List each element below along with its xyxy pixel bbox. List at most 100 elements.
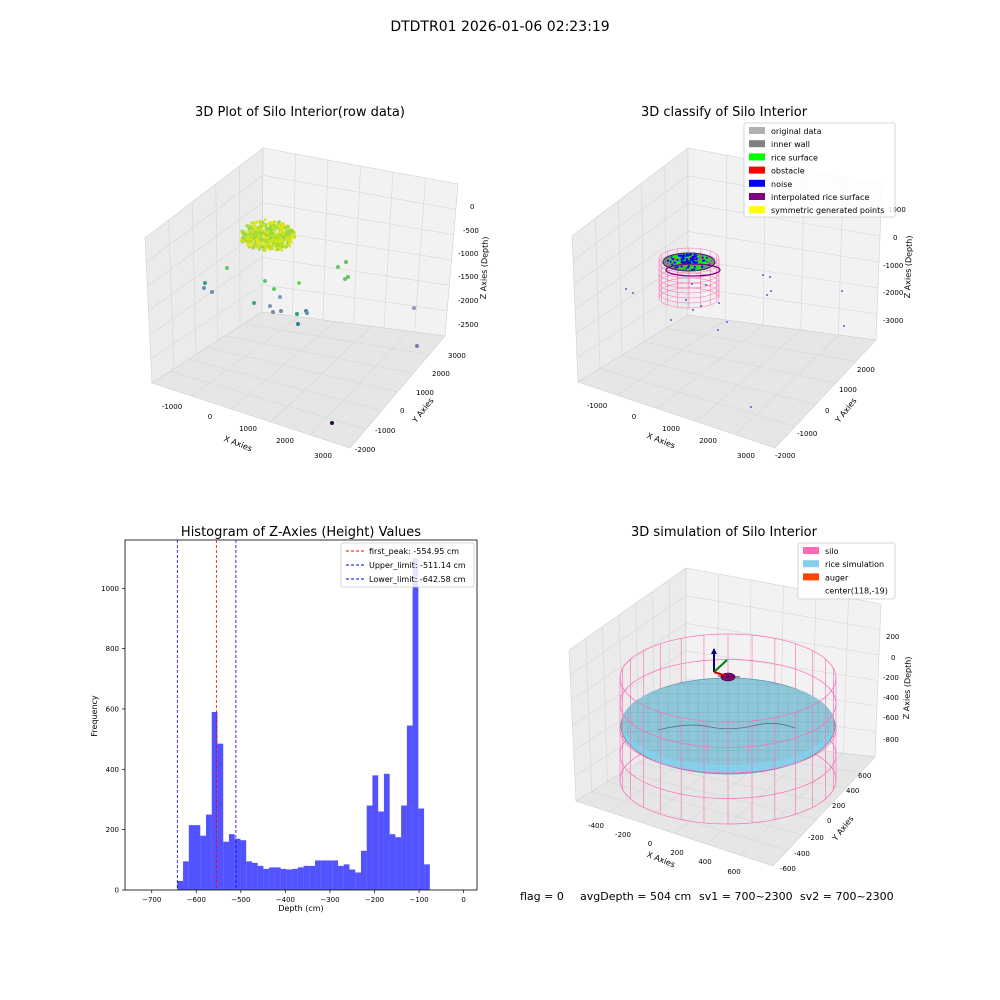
rice-surface-point [699,259,702,262]
cloud-point [257,233,261,237]
panel2-ytick: -2000 [775,452,795,460]
panel2-xtick: 1000 [662,425,680,433]
panel1-ytick: 2000 [432,370,450,378]
legend-upper-limit: Upper_limit: -511.14 cm [369,561,466,570]
histogram-plot: −700 −600 −500 −400 −300 −200 −100 0 0 200 400 600 8… [101,539,478,904]
panel4-ytick: -200 [808,834,824,842]
rice-surface-point [672,258,675,261]
grid-line [569,595,881,676]
histogram-ytick-label: 800 [106,645,119,653]
histogram-bar [211,711,218,890]
histogram-bar [223,841,229,890]
raw-data-point [202,286,206,290]
noise-point [670,319,672,321]
cloud-point [273,220,277,224]
raw-data-point [225,266,229,270]
panel1-scatter-points [202,260,419,425]
rice-surface-point [676,259,679,262]
legend-label: auger [825,573,849,582]
noise-point [717,329,719,331]
cloud-point [257,228,261,232]
cloud-point [272,244,276,248]
panel1-xtick: -1000 [162,403,182,411]
histogram-bar [424,864,430,890]
histogram-bar [383,773,390,890]
noise-cluster-point [693,258,695,261]
raw-data-point [343,277,347,281]
status-flag: flag = 0 [520,890,564,903]
rice-surface-point [693,268,696,271]
grid-line [665,328,856,362]
histogram-ytick-label: 1000 [101,585,119,593]
cloud-point [264,245,268,250]
noise-cluster-point [681,257,684,260]
histogram-bar [297,867,304,890]
cloud-point [285,237,289,241]
panel1-ztick: -2500 [458,321,478,329]
silo-ring-front [619,728,837,774]
panel2-xlabel: X Axies [646,431,677,450]
noise-point [685,299,687,301]
cloud-point [247,226,251,230]
histogram-bar [372,775,379,890]
panel4-z-ticks: 200 0 -200 -400 -600 -800 [883,633,899,744]
cloud-point [262,232,266,236]
noise-point [769,276,771,278]
cloud-point [267,221,271,225]
histogram-ytick-label: 0 [115,887,119,895]
noise-point [625,288,627,290]
grid-line [576,286,878,358]
panel-simulation: 3D simulation of Silo Interior [568,525,913,876]
figure-suptitle: DTDTR01 2026-01-06 02:23:19 [390,19,609,35]
rice-surface-point [703,259,706,262]
cloud-point [292,233,296,237]
cloud-point [251,232,255,237]
panel4-ytick: 400 [846,787,859,795]
legend-swatch [749,127,765,134]
noise-cluster-point [682,253,685,256]
noise-point [632,292,634,294]
panel1-ytick: 3000 [448,352,466,360]
cloud-point [241,236,245,240]
legend-label: symmetric generated points [771,206,884,215]
cloud-point [288,244,292,248]
cloud-point [257,231,261,235]
raw-data-point [263,279,267,283]
rice-surface-point [695,268,697,271]
noise-cluster-point [680,254,683,257]
rice-surface-point [684,267,686,269]
silo-ring-back [619,633,837,679]
panel2-ztick: -1000 [883,262,903,270]
y-arrow [713,659,728,673]
raw-data-point [344,260,348,264]
panel2-y-ticks: -2000 -1000 0 1000 2000 [775,366,875,460]
panel4-ytick: 600 [858,772,871,780]
histogram-bar [246,861,252,890]
raw-data-point [268,304,272,308]
cloud-point [283,226,287,230]
rice-surface-point [699,267,701,270]
panel2-ztick: -3000 [883,317,903,325]
auger-shaft [717,675,741,678]
grid-line [145,175,456,263]
histogram-xtick-label: −500 [231,896,250,904]
cloud-point [266,236,270,240]
panel1-ztick: -1000 [458,250,478,258]
rice-surface-point [706,262,709,265]
rice-surface-point [678,267,681,270]
rice-surface-point [708,258,711,261]
panel2-ytick: 2000 [857,366,875,374]
panel4-silo-wireframe-front [619,677,837,825]
histogram-ytick-label: 600 [106,705,119,713]
rice-surface-point [703,255,706,258]
raw-data-point [412,306,416,310]
panel4-x-ticks: -400 -200 0 200 400 600 [588,822,741,876]
panel4-title: 3D simulation of Silo Interior [631,525,818,540]
legend-label: rice surface [771,153,818,162]
cloud-point [268,240,272,244]
rice-surface-point [678,256,681,259]
histogram-xtick-label: −200 [365,896,384,904]
panel2-xtick: -1000 [587,402,607,410]
raw-data-point [278,295,282,299]
